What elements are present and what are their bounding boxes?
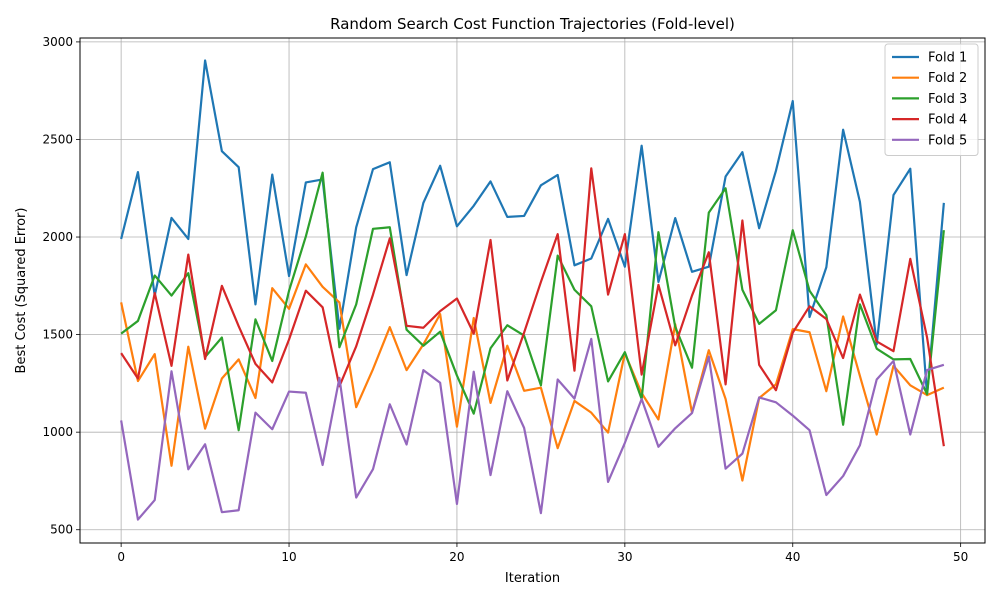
x-axis: 0 10 20 30 40 50 — [117, 543, 968, 564]
legend: Fold 1 Fold 2 Fold 3 Fold 4 Fold 5 — [884, 43, 979, 156]
x-tick-label: 30 — [617, 550, 632, 564]
y-axis: 500 1000 1500 2000 2500 3000 — [42, 35, 80, 537]
legend-entry: Fold 1 — [928, 51, 967, 66]
x-tick-label: 0 — [117, 550, 125, 564]
x-tick-label: 10 — [281, 550, 296, 564]
y-tick-label: 2500 — [42, 132, 73, 146]
x-tick-label: 20 — [449, 550, 464, 564]
series-line-fold-4 — [120, 167, 945, 447]
y-tick-label: 500 — [50, 523, 73, 537]
y-tick-label: 2000 — [42, 230, 73, 244]
y-tick-label: 3000 — [42, 35, 73, 49]
series-layer — [120, 59, 945, 521]
y-tick-label: 1000 — [42, 425, 73, 439]
x-tick-label: 40 — [785, 550, 800, 564]
x-tick-label: 50 — [953, 550, 968, 564]
plot-frame — [79, 37, 986, 544]
y-tick-label: 1500 — [42, 328, 73, 342]
legend-entry: Fold 4 — [928, 113, 967, 128]
series-line-fold-5 — [120, 337, 945, 521]
series-line-fold-2 — [120, 263, 945, 482]
legend-entry: Fold 3 — [928, 92, 967, 107]
legend-entry: Fold 2 — [928, 71, 967, 86]
legend-box — [884, 43, 979, 156]
y-axis-label: Best Cost (Squared Error) — [14, 208, 29, 374]
x-axis-label: Iteration — [505, 571, 560, 586]
legend-entry: Fold 5 — [928, 133, 967, 148]
series-line-fold-3 — [120, 171, 945, 432]
chart-title: Random Search Cost Function Trajectories… — [330, 15, 735, 33]
